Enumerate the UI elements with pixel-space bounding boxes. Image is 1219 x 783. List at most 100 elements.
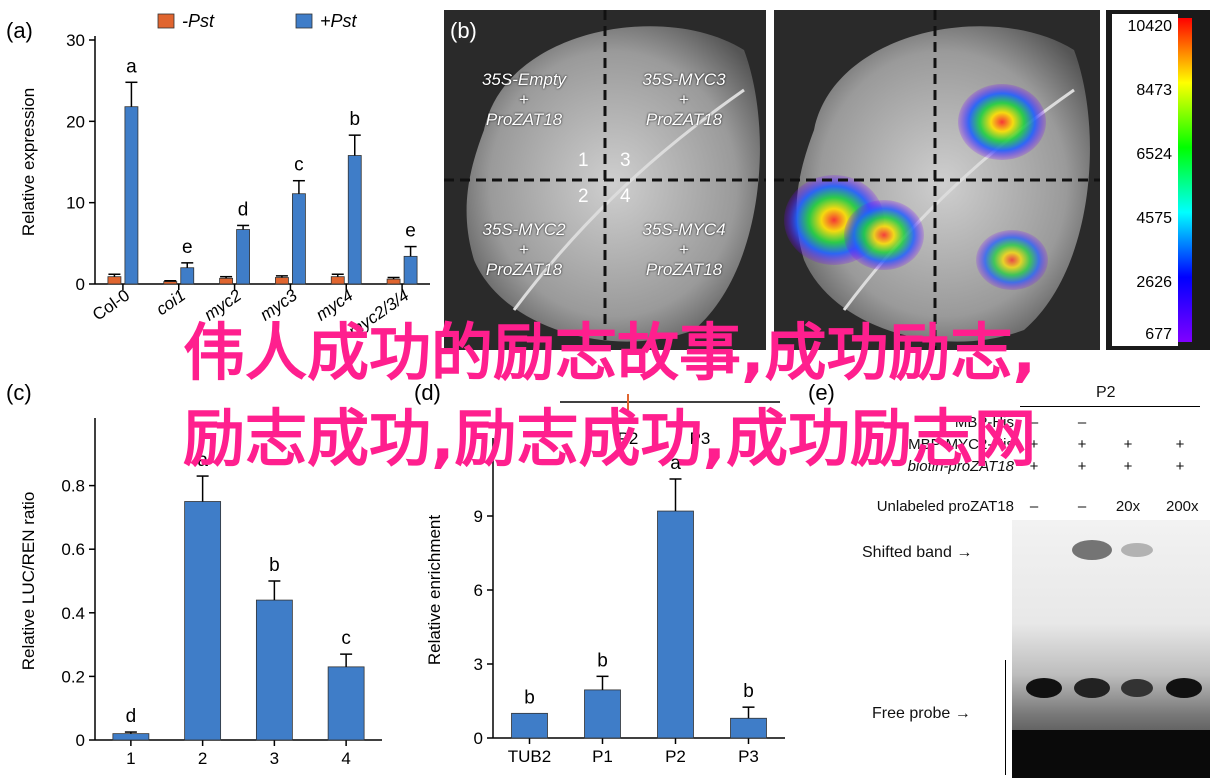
significance-letter-3: c	[341, 628, 351, 649]
free-probe-bracket	[1005, 660, 1006, 775]
y-axis-title: Relative expression	[19, 88, 38, 236]
significance-letter-2: b	[269, 555, 280, 576]
x-tick-label-1: P1	[592, 747, 613, 766]
leaf-image-right	[774, 10, 1100, 350]
x-tick-label-2: P2	[665, 747, 686, 766]
gel-cell-3-3: 200x	[1166, 498, 1199, 515]
bar-Pst-2	[236, 229, 250, 285]
gel-header-line	[1020, 406, 1200, 407]
shifted-band-arrow-icon: →	[956, 544, 973, 561]
overlay-title-line-1: 伟人成功的励志故事,成功励志,	[182, 316, 1037, 389]
bar-3	[730, 717, 767, 739]
gel-row-label-2: biotin-proZAT18	[907, 458, 1014, 475]
significance-letter-0: a	[126, 56, 137, 77]
x-tick-label-1: 2	[198, 749, 207, 768]
leaf-left-drawing	[444, 10, 766, 350]
gel-bands	[1012, 540, 1210, 778]
gel-cell-0-0: –	[1029, 414, 1039, 431]
legend-swatch-1	[295, 13, 313, 29]
chart-c-luc-ren-ratio: 0 0.2 0.4 0.6 0.8 Relative LUC/REN ratio 1 d 2 a 3…	[19, 418, 382, 768]
legend-label-1: +Pst	[320, 11, 358, 31]
gel-cell-1-1: +	[1077, 436, 1087, 453]
quadrant-number-1: 1	[578, 150, 589, 171]
bar-Pst-5	[403, 255, 418, 285]
y-tick-label-0: 0	[76, 731, 85, 750]
quadrant-3-construct: 35S-MYC3	[642, 70, 726, 89]
significance-letter-0: d	[126, 706, 137, 727]
legend-swatch-0	[157, 13, 175, 29]
promoter-label-p2: P2	[618, 429, 639, 448]
y-tick-label-1: 10	[66, 194, 85, 213]
quadrant-2-label: 35S-MYC2 + ProZAT18	[464, 220, 584, 280]
bar-Pst-1	[163, 281, 178, 285]
quadrant-1-construct: 35S-Empty	[481, 70, 567, 89]
quadrant-4-plus: +	[679, 240, 689, 259]
bar-1	[584, 689, 621, 739]
quadrant-4-reporter: ProZAT18	[645, 260, 723, 279]
emsa-panel: (e) P2 MBP-His MBP-MYC2-His biotin-proZA…	[800, 360, 1219, 780]
x-tick-label-3: 4	[341, 749, 350, 768]
colorbar-label-2: 6524	[1136, 146, 1172, 163]
significance-letter-5: e	[405, 221, 416, 242]
quadrant-3-plus: +	[679, 90, 689, 109]
gel-cell-3-0: –	[1029, 498, 1039, 515]
bar-2	[255, 599, 293, 741]
colorbar-label-1: 8473	[1136, 82, 1172, 99]
significance-letter-2: d	[238, 199, 249, 220]
bar-Pst-5	[386, 278, 401, 285]
y-tick-label-2: 0.4	[61, 604, 85, 623]
significance-letter-3: c	[294, 155, 304, 176]
gel-cell-2-3: +	[1175, 458, 1185, 475]
bar-Pst-2	[219, 277, 233, 285]
gel-cell-0-1: –	[1077, 414, 1087, 431]
x-tick-label-0: Col-0	[89, 286, 133, 325]
quadrant-number-4: 4	[620, 186, 631, 207]
significance-letter-2: a	[670, 453, 681, 474]
gel-cell-3-2: 20x	[1115, 498, 1141, 515]
quadrant-1-plus: +	[519, 90, 529, 109]
y-axis-title: Relative LUC/REN ratio	[19, 492, 38, 671]
gel-cell-2-0: +	[1029, 458, 1039, 475]
colorbar-gradient	[1178, 18, 1192, 342]
y-tick-label-3: 30	[66, 31, 85, 50]
quadrant-number-3: 3	[620, 150, 631, 171]
y-tick-label-2: 20	[66, 112, 85, 131]
bar-Pst-4	[330, 276, 345, 285]
x-tick-label-1: coi1	[153, 286, 189, 319]
gel-cell-2-1: +	[1077, 458, 1087, 475]
gel-cell-1-3: +	[1175, 436, 1185, 453]
quadrant-2-reporter: ProZAT18	[485, 260, 563, 279]
shifted-band-label: Shifted band →	[862, 544, 972, 562]
bar-0	[112, 733, 150, 741]
gel-row-label-1: MBP-MYC2-His	[908, 436, 1014, 453]
panel-label-e: (e)	[808, 380, 835, 405]
gel-cell-1-2: +	[1123, 436, 1133, 453]
free-probe-arrow-icon: →	[954, 705, 971, 722]
colorbar-label-0: 10420	[1127, 18, 1173, 35]
free-probe-label: Free probe →	[872, 705, 971, 723]
bar-1	[184, 501, 222, 741]
panel-label-d-text: (d)	[414, 380, 441, 405]
significance-letter-4: b	[349, 109, 360, 130]
y-axis-title: Relative enrichment	[425, 515, 444, 666]
significance-letter-1: b	[597, 650, 608, 671]
x-tick-label-3: P3	[738, 747, 759, 766]
colorbar-label-5: 677	[1145, 326, 1172, 343]
gel-cell-1-0: +	[1029, 436, 1039, 453]
bar-Pst-3	[292, 193, 306, 285]
bar-3	[327, 666, 365, 741]
panel-label-b: (b)	[450, 18, 477, 43]
leaf-image-left: (b) 35S-Empty + ProZAT18 35S-MYC3 + ProZ…	[444, 10, 766, 350]
luminescence-colorbar: 10420 8473 6524 4575 2626 677	[1106, 10, 1210, 350]
significance-letter-1: a	[197, 450, 208, 471]
y-tick-label-3: 9	[474, 507, 483, 526]
x-tick-label-0: 1	[126, 749, 135, 768]
free-probe-text: Free probe	[872, 705, 951, 722]
y-tick-label-1: 0.2	[61, 667, 85, 686]
quadrant-3-reporter: ProZAT18	[645, 110, 723, 129]
promoter-label-p3: P3	[690, 429, 711, 448]
bar-Pst-3	[275, 277, 289, 285]
quadrant-number-2: 2	[578, 186, 589, 207]
overlay-title-line-2: 励志成功,励志成功,成功励志网	[182, 402, 1037, 475]
bar-2	[657, 510, 694, 739]
